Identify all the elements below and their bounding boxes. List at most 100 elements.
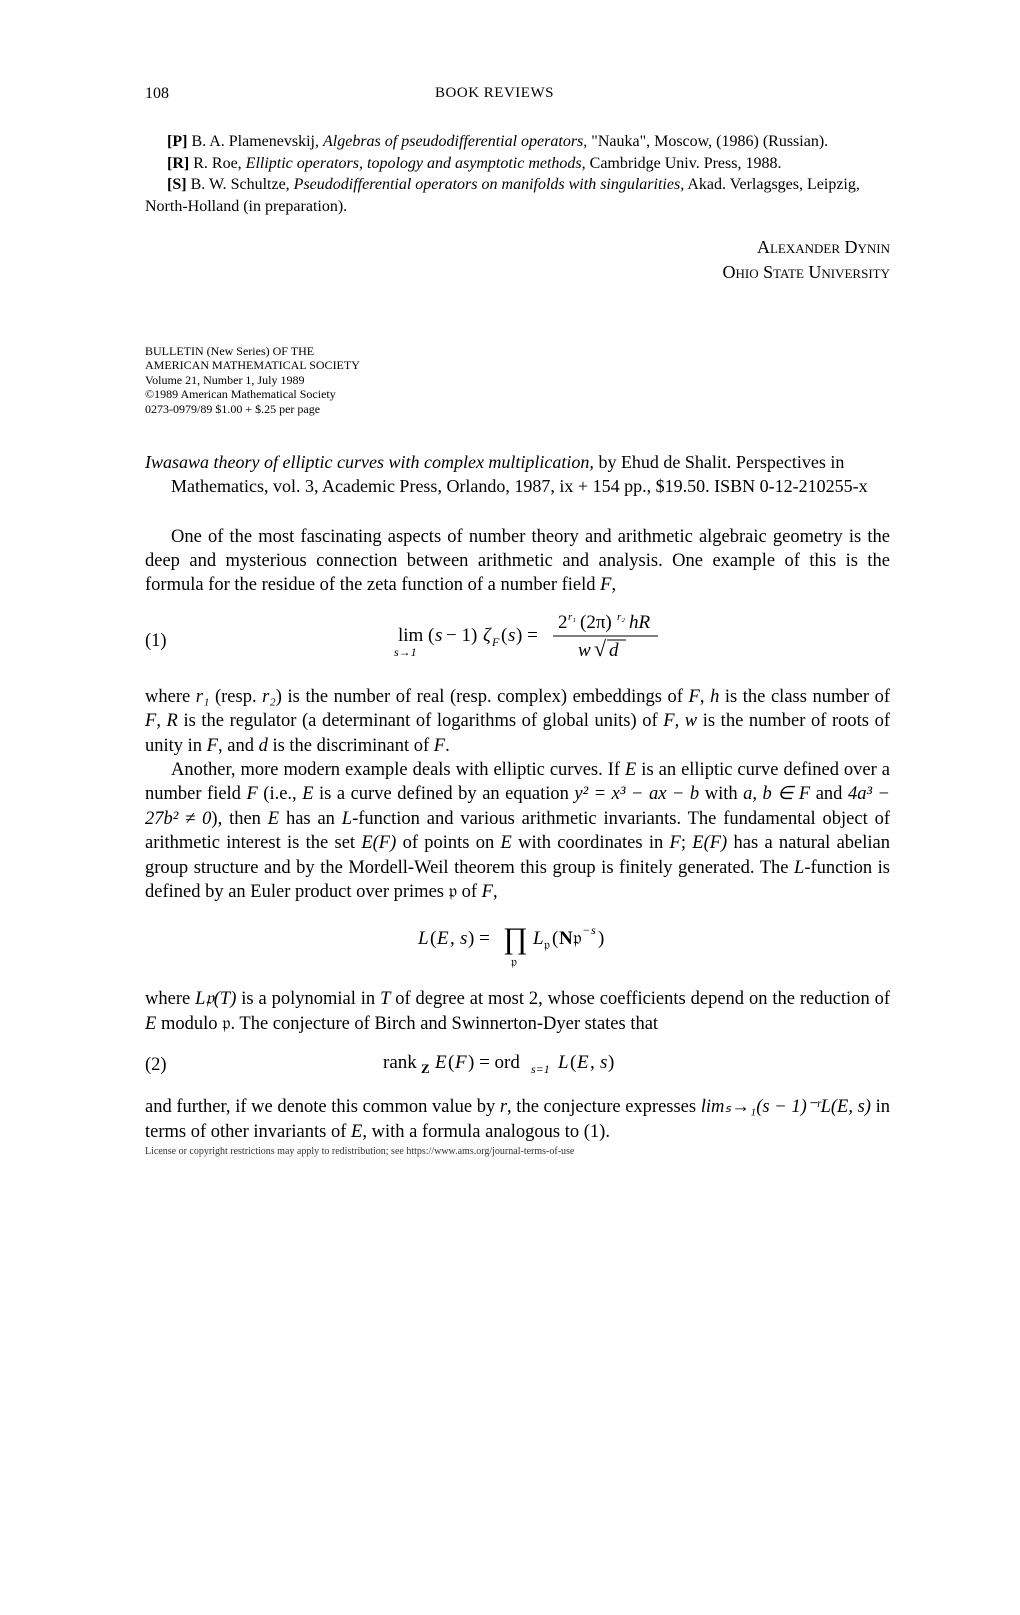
svg-text:− 1): − 1)	[446, 625, 477, 646]
svg-text:s: s	[435, 625, 442, 646]
reviewer-affiliation: Ohio State University	[145, 260, 890, 284]
svg-text:s→1: s→1	[394, 645, 417, 659]
svg-text:(2π): (2π)	[580, 612, 612, 633]
ref-title: Elliptic operators, topology and asympto…	[246, 155, 586, 172]
math-F: F	[434, 736, 445, 756]
ref-authors: B. W. Schultze,	[191, 176, 290, 193]
math-eq: y² = x³ − ax − b	[574, 784, 699, 804]
math-L: L	[794, 858, 804, 878]
svg-text:𝔭: 𝔭	[544, 937, 550, 952]
text: , with a formula analogous to (1).	[362, 1122, 610, 1142]
math-d: d	[259, 736, 268, 756]
text: modulo 𝔭. The conjecture of Birch and Sw…	[156, 1014, 658, 1034]
pubinfo-line: ©1989 American Mathematical Society	[145, 387, 890, 401]
paragraph-1: One of the most fascinating aspects of n…	[145, 525, 890, 598]
reviewer-block: Alexander Dynin Ohio State University	[145, 235, 890, 284]
ref-authors: R. Roe,	[193, 155, 241, 172]
license-notice: License or copyright restrictions may ap…	[145, 1146, 890, 1157]
math-r2: r₂	[262, 687, 276, 707]
svg-text:s: s	[600, 1052, 607, 1073]
ref-authors: B. A. Plamenevskij,	[191, 133, 319, 150]
text: with	[699, 784, 743, 804]
math-svg: lim s→1 ( s − 1) ζ F ( s ) = 2 r₁ (2π) r…	[368, 608, 708, 670]
svg-text:√: √	[594, 636, 607, 661]
math-r1: r₁	[196, 687, 210, 707]
svg-text:(: (	[448, 1052, 454, 1073]
ref-title: Algebras of pseudodifferential operators…	[323, 133, 587, 150]
text: (i.e.,	[258, 784, 302, 804]
svg-text:r₂: r₂	[617, 611, 625, 623]
svg-text:): )	[608, 1052, 614, 1073]
svg-text:rank: rank	[383, 1052, 417, 1073]
book-title: Iwasawa theory of elliptic curves with c…	[145, 452, 594, 472]
math-E: E	[302, 784, 313, 804]
text: , and	[218, 736, 259, 756]
svg-text:) = ord: ) = ord	[468, 1052, 520, 1073]
math-F: F	[246, 784, 257, 804]
text: ,	[493, 882, 498, 902]
math-F: F	[670, 833, 681, 853]
svg-text:,: ,	[590, 1052, 595, 1073]
svg-text:F: F	[454, 1052, 467, 1073]
text: ,	[675, 711, 685, 731]
math-lim: limₛ→₁(s − 1)⁻ʳL(E, s)	[701, 1097, 871, 1117]
svg-text:E: E	[576, 1052, 589, 1073]
math-LpT: L𝔭(T)	[195, 989, 236, 1009]
text: ) is the number of real (resp. complex) …	[276, 687, 689, 707]
equation-1: (1) lim s→1 ( s − 1) ζ F ( s ) = 2 r₁ (2…	[145, 608, 890, 675]
svg-text:(: (	[552, 928, 558, 949]
svg-text:(: (	[570, 1052, 576, 1073]
text: ), then	[211, 809, 267, 829]
math-EF: E(F)	[692, 833, 727, 853]
eq-number: (1)	[145, 631, 185, 652]
eq-body: L ( E , s ) = ∏ 𝔭 L 𝔭 ( N 𝔭 − s )	[185, 914, 890, 977]
svg-text:) =: ) =	[516, 625, 538, 646]
text: .	[445, 736, 450, 756]
math-E: E	[501, 833, 512, 853]
math-F: F	[145, 711, 156, 731]
svg-text:−: −	[583, 923, 590, 937]
running-head: 108 BOOK REVIEWS	[145, 85, 890, 103]
math-F: F	[689, 687, 700, 707]
math-svg: rank Z E ( F ) = ord s=1 L ( E , s )	[373, 1046, 703, 1080]
text: is the class number of	[719, 687, 890, 707]
svg-text:L: L	[557, 1052, 569, 1073]
text: of degree at most 2, whose coefficients …	[390, 989, 890, 1009]
ref-s: [S] B. W. Schultze, Pseudodifferential o…	[145, 174, 890, 217]
text: , the conjecture expresses	[507, 1097, 701, 1117]
svg-text:): )	[598, 928, 604, 949]
ref-p: [P] B. A. Plamenevskij, Algebras of pseu…	[145, 131, 890, 153]
text: is a curve defined by an equation	[314, 784, 575, 804]
math-EF: E(F)	[361, 833, 396, 853]
math-E: E	[625, 760, 636, 780]
svg-text:E: E	[436, 928, 449, 949]
svg-text:ζ: ζ	[483, 625, 492, 646]
text: and further, if we denote this common va…	[145, 1097, 500, 1117]
text: is the regulator (a determinant of logar…	[178, 711, 663, 731]
publication-info: BULLETIN (New Series) OF THE AMERICAN MA…	[145, 344, 890, 416]
svg-text:s: s	[460, 928, 467, 949]
text: where	[145, 687, 196, 707]
svg-text:𝔭: 𝔭	[511, 954, 517, 969]
ref-tail: Cambridge Univ. Press, 1988.	[586, 155, 782, 172]
page-content: 108 BOOK REVIEWS [P] B. A. Plamenevskij,…	[0, 0, 1020, 1197]
svg-text:(: (	[428, 625, 434, 646]
svg-text:∏: ∏	[503, 922, 528, 955]
math-R: R	[167, 711, 178, 731]
svg-text:r₁: r₁	[568, 611, 576, 623]
eq-body: lim s→1 ( s − 1) ζ F ( s ) = 2 r₁ (2π) r…	[185, 608, 890, 675]
math-E: E	[145, 1014, 156, 1034]
svg-text:L: L	[532, 928, 544, 949]
svg-text:s=1: s=1	[531, 1062, 550, 1076]
svg-text:Z: Z	[421, 1061, 430, 1076]
svg-text:,: ,	[450, 928, 455, 949]
equation-2: (2) rank Z E ( F ) = ord s=1 L ( E , s )	[145, 1046, 890, 1085]
text: where	[145, 989, 195, 1009]
svg-text:F: F	[491, 635, 500, 649]
ref-label: [S]	[167, 176, 187, 193]
reviewer-name: Alexander Dynin	[145, 235, 890, 259]
ref-label: [R]	[167, 155, 189, 172]
svg-text:s: s	[508, 625, 515, 646]
math-F: F	[663, 711, 674, 731]
page-number: 108	[145, 85, 169, 103]
